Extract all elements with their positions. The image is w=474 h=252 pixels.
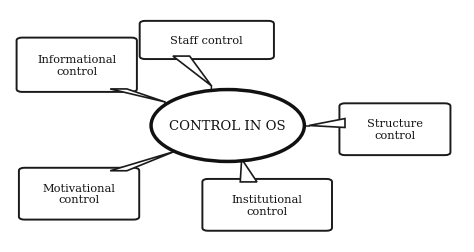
FancyBboxPatch shape	[19, 168, 139, 220]
Polygon shape	[110, 152, 174, 171]
FancyBboxPatch shape	[339, 104, 450, 155]
Text: Institutional
control: Institutional control	[232, 194, 302, 216]
FancyBboxPatch shape	[140, 22, 274, 60]
Text: Motivational
control: Motivational control	[43, 183, 116, 205]
Ellipse shape	[151, 90, 304, 162]
Text: Staff control: Staff control	[171, 36, 243, 46]
FancyBboxPatch shape	[202, 179, 332, 231]
FancyBboxPatch shape	[17, 39, 137, 92]
Text: CONTROL IN OS: CONTROL IN OS	[169, 119, 286, 133]
Polygon shape	[173, 57, 211, 86]
Polygon shape	[240, 159, 257, 182]
Polygon shape	[110, 89, 165, 103]
Text: Structure
control: Structure control	[367, 119, 423, 140]
Polygon shape	[309, 119, 345, 128]
Text: Informational
control: Informational control	[37, 55, 116, 76]
